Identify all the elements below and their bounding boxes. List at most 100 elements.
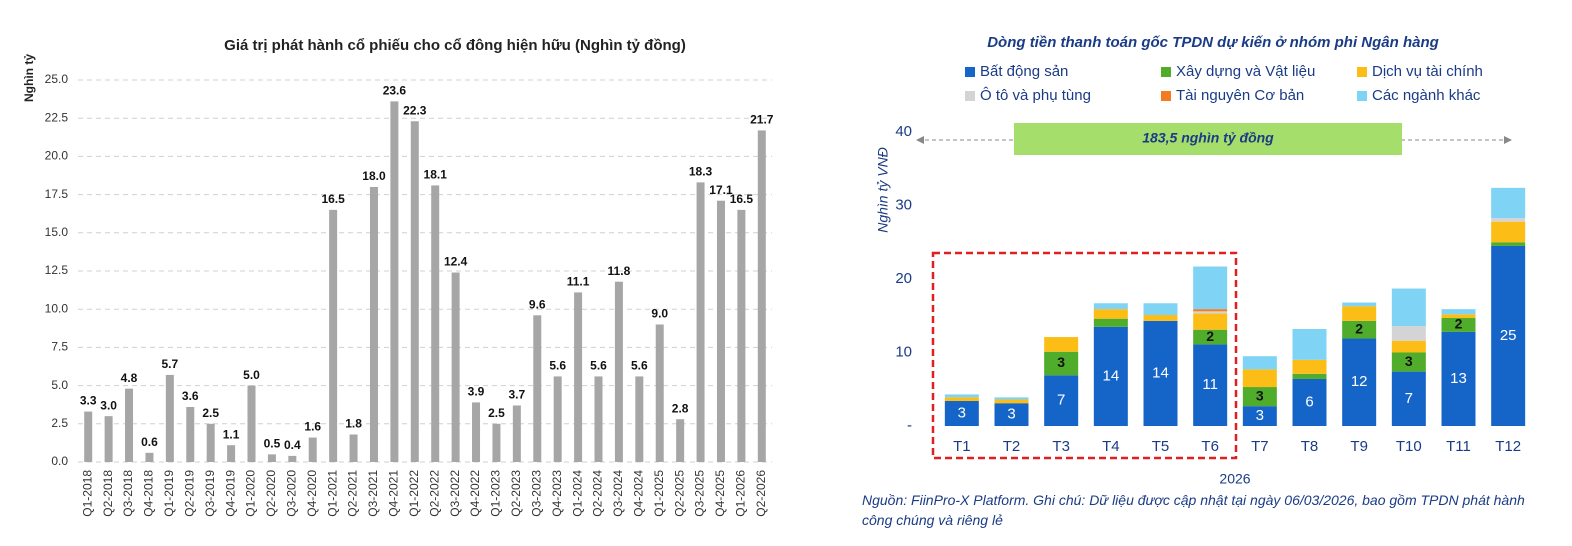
- bar-segment: [1342, 320, 1377, 339]
- y-tick-label: 30: [895, 196, 912, 213]
- x-tick-label: Q3-2020: [284, 470, 298, 517]
- value-label: 5.6: [549, 359, 566, 373]
- value-label: 11.1: [567, 275, 590, 289]
- bar: [125, 388, 134, 462]
- bar-segment: [1292, 373, 1327, 379]
- value-label: 14: [1152, 364, 1169, 381]
- bar: [227, 445, 236, 462]
- bar: [757, 130, 766, 462]
- x-tick-label: Q2-2022: [427, 470, 441, 517]
- value-label: 3.6: [182, 389, 199, 403]
- value-label: 11: [1202, 376, 1218, 393]
- x-tick-label: T7: [1251, 438, 1269, 455]
- bar-segment: [1292, 378, 1327, 426]
- y-tick-label: 17.5: [45, 187, 69, 201]
- bar-segment: [1491, 187, 1526, 218]
- x-tick-label: Q2-2021: [346, 470, 360, 517]
- x-tick-label: T2: [1003, 438, 1021, 455]
- legend-swatch: [1357, 67, 1367, 77]
- value-label: 7: [1405, 390, 1413, 407]
- x-tick-label: Q2-2019: [182, 470, 196, 517]
- legend-label: Bất động sản: [980, 63, 1068, 80]
- bar-segment: [1044, 337, 1079, 352]
- x-tick-label: Q2-2026: [754, 470, 768, 517]
- bar-segment: [1391, 340, 1426, 353]
- x-tick-label: Q3-2021: [366, 470, 380, 517]
- bar-segment: [1491, 217, 1526, 222]
- bar: [635, 376, 644, 462]
- bar-segment: [1143, 320, 1178, 426]
- y-tick-label: 22.5: [45, 110, 69, 124]
- legend-label: Ô tô và phụ tùng: [980, 87, 1091, 104]
- value-label: 3.7: [509, 388, 526, 402]
- value-label: 2.5: [488, 406, 505, 420]
- bar-segment: [1193, 329, 1228, 345]
- bar-segment: [1093, 303, 1128, 310]
- y-tick-label: 20: [895, 270, 912, 287]
- bar-segment: [1342, 302, 1377, 307]
- y-tick-label: 25.0: [45, 72, 69, 86]
- bar: [329, 209, 338, 462]
- value-label: 3.9: [468, 385, 485, 399]
- bar: [104, 416, 113, 462]
- bar-segment: [1391, 371, 1426, 426]
- bar: [574, 292, 583, 462]
- bar: [145, 452, 154, 462]
- x-tick-label: Q1-2025: [652, 470, 666, 517]
- value-label: 25: [1500, 327, 1517, 344]
- value-label: 18.0: [362, 169, 386, 183]
- bar: [533, 315, 542, 462]
- value-label: 22.3: [403, 103, 427, 117]
- x-tick-label: Q3-2025: [693, 470, 707, 517]
- bar-segment: [944, 394, 979, 398]
- x-tick-label: Q1-2020: [244, 470, 258, 517]
- bar-segment: [1193, 311, 1228, 314]
- legend-swatch: [965, 67, 975, 77]
- x-tick-label: Q4-2024: [631, 470, 645, 517]
- source-box: Nguồn: FiinPro-X Platform. Ghi chú: Dữ l…: [862, 492, 1525, 528]
- bar-segment: [1242, 369, 1277, 388]
- value-label: 13: [1450, 370, 1467, 387]
- value-label: 5.6: [590, 359, 607, 373]
- bar-segment: [1242, 356, 1277, 370]
- bar: [472, 402, 481, 462]
- bar-segment: [994, 399, 1029, 404]
- value-label: 3: [1256, 387, 1264, 403]
- value-label: 12.4: [444, 255, 468, 269]
- bar: [594, 376, 603, 462]
- value-label: 3: [958, 404, 966, 421]
- bar: [410, 121, 419, 463]
- bar-segment: [1391, 288, 1426, 327]
- value-label: 6: [1305, 393, 1313, 410]
- bar: [84, 411, 93, 462]
- value-label: 5.7: [162, 357, 179, 371]
- value-label: 1.1: [223, 427, 240, 441]
- y-tick-label: 10.0: [45, 301, 69, 315]
- x-tick-label: Q1-2018: [80, 470, 94, 517]
- bar: [492, 423, 501, 462]
- value-label: 0.4: [284, 438, 301, 452]
- y-tick-label: 7.5: [51, 340, 68, 354]
- bar: [308, 437, 317, 462]
- x-tick-label: T10: [1396, 438, 1422, 455]
- value-label: 23.6: [383, 84, 407, 98]
- bar: [676, 419, 685, 462]
- x-tick-label: Q1-2021: [325, 470, 339, 517]
- bar-segment: [1292, 328, 1327, 360]
- bar-segment: [1143, 303, 1178, 316]
- x-tick-label: Q1-2023: [489, 470, 503, 517]
- x-tick-label: T11: [1446, 438, 1471, 455]
- x-tick-label: Q3-2018: [121, 470, 135, 517]
- bar-segment: [994, 397, 1029, 400]
- x-tick-label: T5: [1152, 438, 1170, 455]
- value-label: 12: [1351, 373, 1368, 390]
- bar: [390, 101, 399, 462]
- bar: [614, 281, 623, 462]
- bar-segment: [944, 401, 979, 426]
- value-label: 4.8: [121, 371, 138, 385]
- bar-segment: [1193, 266, 1228, 310]
- legend-swatch: [1357, 91, 1367, 101]
- value-label: 2: [1455, 316, 1463, 332]
- annotation-box: [1014, 123, 1402, 155]
